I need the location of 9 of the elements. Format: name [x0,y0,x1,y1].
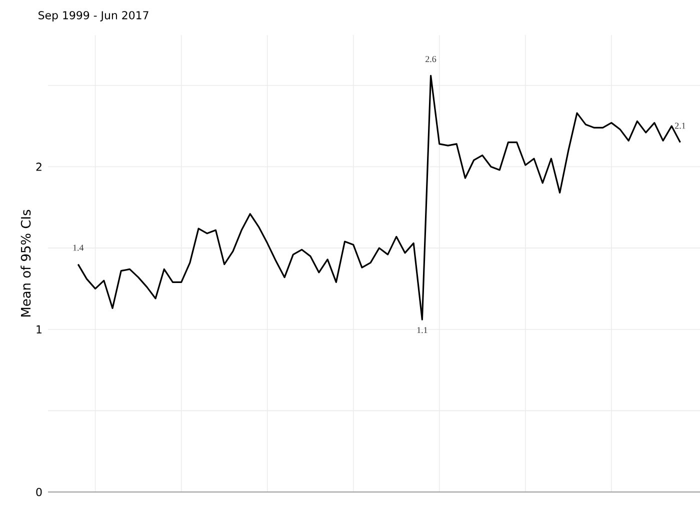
data-label: 1.4 [73,244,84,251]
data-label: 1.1 [417,327,428,334]
y-tick-label: 2 [36,162,42,171]
y-tick-label: 0 [36,488,42,496]
y-tick-label: 1 [36,325,42,334]
y-axis-title: Mean of 95% CIs [20,210,31,316]
data-label: 2.6 [426,56,436,62]
chart-title: Sep 1999 - Jun 2017 [38,11,148,22]
data-label: 2.1 [675,122,686,129]
